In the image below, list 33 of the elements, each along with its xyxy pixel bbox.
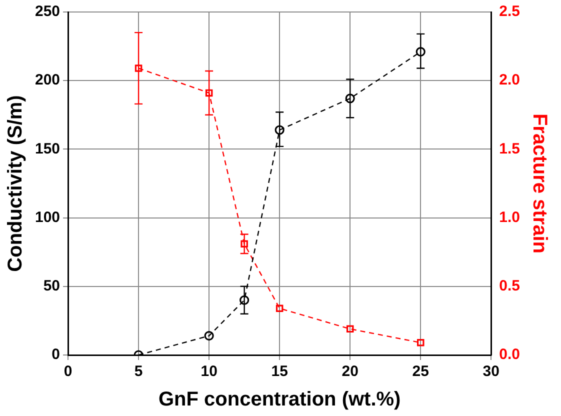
x-tick-label: 0 [64,363,72,380]
y2-tick-label: 2.0 [499,72,520,89]
point [205,89,213,97]
y2-axis-title: Fracture strain [528,113,550,254]
point [274,125,284,135]
y-tick-label: 200 [34,72,60,89]
y2-tick-label: 0.5 [499,278,520,295]
point [240,295,250,305]
x-tick-label: 5 [134,363,143,380]
y2-tick-label: 1.5 [499,140,520,158]
point [346,325,354,333]
point [240,240,248,248]
y-tick-label: 50 [43,278,60,295]
x-tick-label: 10 [200,363,218,380]
y2-tick-label: 2.5 [499,3,520,20]
y-axis-title: Conductivity (S/m) [4,95,27,272]
y-tick-label: 250 [34,3,60,20]
x-tick-label: 20 [342,363,358,380]
y-tick-label: 100 [34,208,60,226]
y-tick-label: 0 [52,346,60,364]
point [204,330,214,341]
x-axis-title: GnF concentration (wt.%) [158,388,401,411]
point [345,94,355,104]
y2-tick-label: 1.0 [499,208,520,226]
x-tick-label: 15 [271,363,288,380]
x-tick-label: 25 [412,363,429,380]
point [134,64,142,72]
y2-tick-label: 0.0 [499,346,520,364]
point [276,304,284,312]
point [417,339,424,346]
point [416,46,426,57]
y-tick-label: 150 [34,140,60,158]
x-tick-label: 30 [482,363,500,380]
